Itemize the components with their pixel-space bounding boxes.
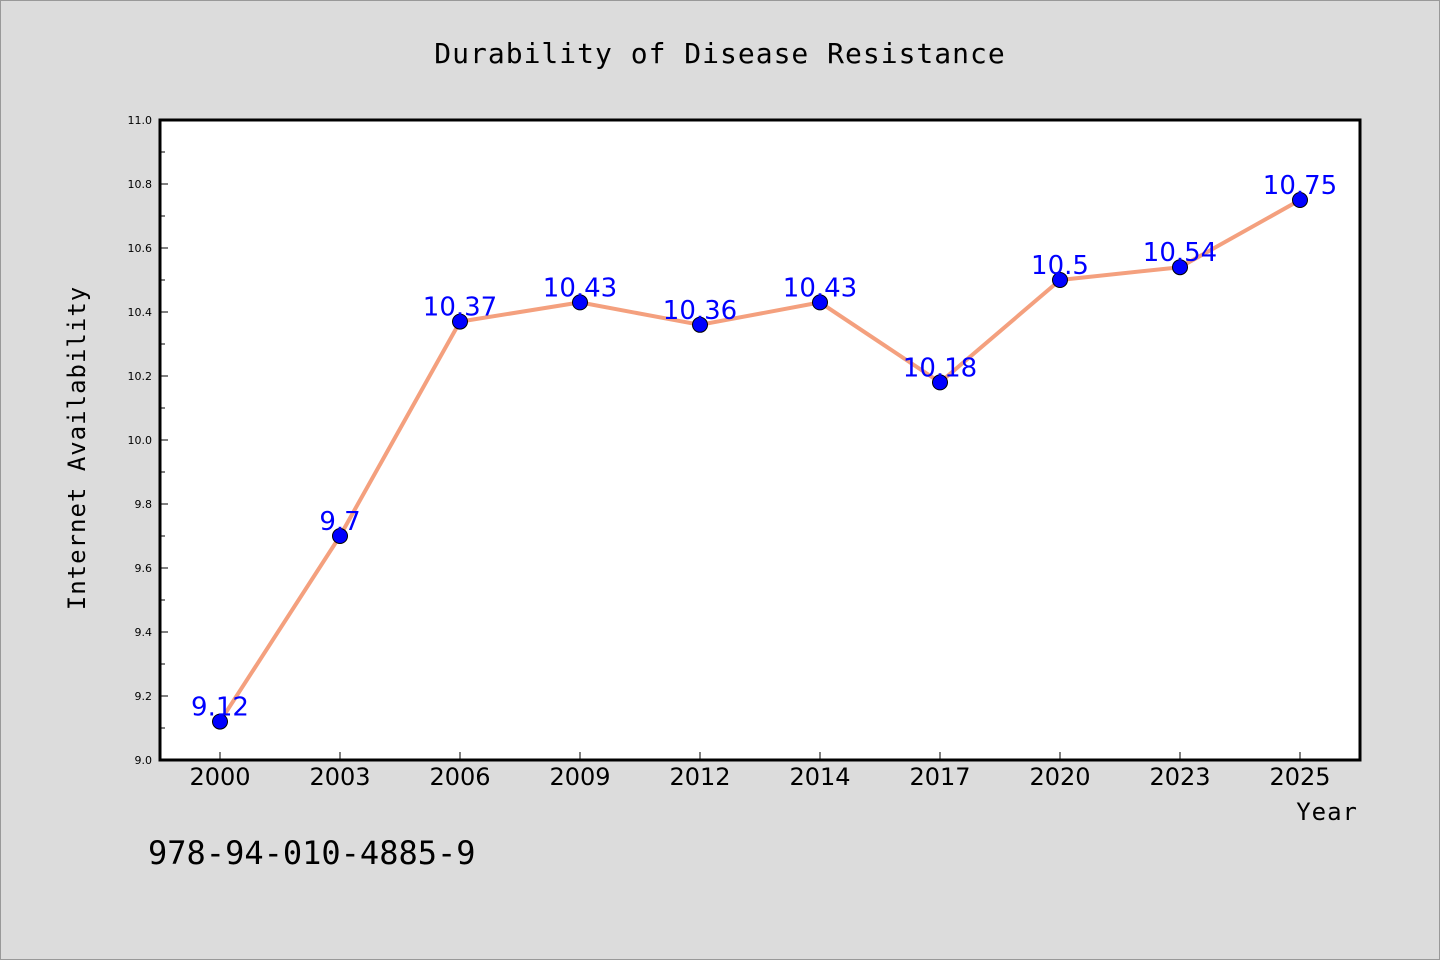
data-label: 10.75	[1263, 171, 1337, 201]
y-tick-label: 10.6	[128, 242, 153, 255]
x-tick-label: 2023	[1149, 763, 1210, 791]
x-tick-label: 2014	[789, 763, 850, 791]
y-tick-label: 10.2	[128, 370, 153, 383]
data-label-group: 9.12 9.7 10.37 10.43 10.36 10.43 10.18 10.5 10.5…	[191, 171, 1337, 723]
y-tick-label: 9.6	[135, 562, 153, 575]
y-tick-label: 11.0	[128, 114, 153, 127]
data-label: 10.36	[663, 296, 737, 326]
x-axis-label: Year	[1296, 798, 1358, 826]
data-point	[1052, 272, 1068, 288]
data-label: 10.43	[543, 273, 617, 303]
x-tick-label: 2003	[309, 763, 370, 791]
y-tick-label: 10.8	[128, 178, 153, 191]
y-tick-label: 9.8	[135, 498, 153, 511]
y-tick-label: 9.2	[135, 690, 153, 703]
data-label: 10.5	[1031, 251, 1089, 281]
data-label: 10.54	[1143, 238, 1217, 268]
x-tick-label: 2006	[429, 763, 490, 791]
x-tick-label: 2012	[669, 763, 730, 791]
data-label: 9.12	[191, 693, 249, 723]
x-tick-label: 2009	[549, 763, 610, 791]
plot-frame	[158, 118, 1362, 762]
y-tick-label: 10.4	[128, 306, 153, 319]
footnote-isbn: 978-94-010-4885-9	[148, 834, 476, 872]
data-label: 10.18	[903, 353, 977, 383]
data-point	[572, 294, 588, 311]
data-label: 10.37	[423, 293, 497, 323]
data-label: 10.43	[783, 273, 857, 303]
y-tick-label: 10.0	[128, 434, 153, 447]
data-point	[332, 528, 348, 544]
plot-area	[160, 120, 1360, 760]
series-line-group	[212, 192, 1308, 730]
x-tick-label: 2020	[1029, 763, 1090, 791]
data-point	[932, 374, 948, 391]
x-tick-label: 2025	[1269, 763, 1330, 791]
data-label: 9.7	[319, 507, 360, 537]
data-point	[1172, 259, 1188, 276]
y-tick-label: 9.4	[135, 626, 153, 639]
series-line	[218, 198, 1301, 723]
data-point	[212, 713, 228, 730]
data-point	[452, 313, 468, 330]
data-point	[1292, 192, 1308, 208]
y-tick-label: 9.0	[135, 754, 153, 767]
data-point	[692, 316, 708, 333]
x-tick-label: 2000	[189, 763, 250, 791]
data-point	[812, 294, 828, 311]
chart-title: Durability of Disease Resistance	[434, 37, 1005, 70]
y-axis-label: Internet Availability	[63, 286, 91, 610]
x-axis: 2000 2003 2006 2009 2012 2014 2017 2020 2023 2025	[189, 752, 1331, 791]
x-tick-label: 2017	[909, 763, 970, 791]
